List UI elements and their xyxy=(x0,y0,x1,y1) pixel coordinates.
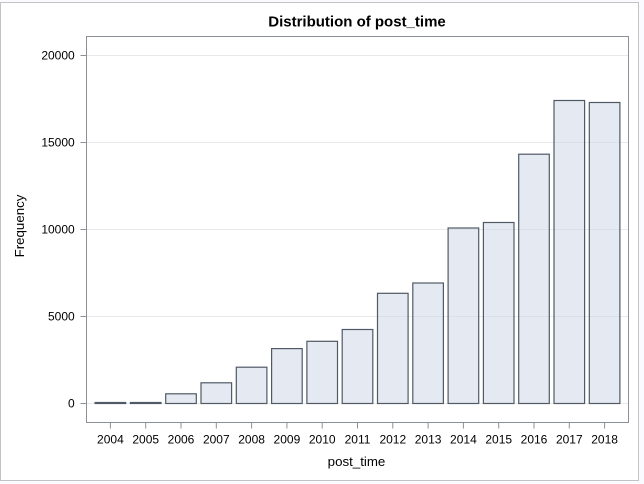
svg-text:2018: 2018 xyxy=(591,433,618,447)
svg-text:2017: 2017 xyxy=(556,433,583,447)
svg-text:2013: 2013 xyxy=(415,433,442,447)
svg-text:2004: 2004 xyxy=(97,433,124,447)
svg-text:2014: 2014 xyxy=(450,433,477,447)
svg-text:2005: 2005 xyxy=(132,433,159,447)
svg-text:post_time: post_time xyxy=(328,454,386,469)
svg-text:2016: 2016 xyxy=(521,433,548,447)
svg-text:2010: 2010 xyxy=(309,433,336,447)
svg-text:2006: 2006 xyxy=(168,433,195,447)
svg-text:2009: 2009 xyxy=(274,433,301,447)
svg-text:2011: 2011 xyxy=(345,433,371,447)
svg-text:2007: 2007 xyxy=(203,433,230,447)
svg-text:2015: 2015 xyxy=(485,433,512,447)
svg-text:0: 0 xyxy=(68,397,75,411)
svg-text:Frequency: Frequency xyxy=(12,194,27,257)
svg-text:2012: 2012 xyxy=(379,433,406,447)
svg-text:10000: 10000 xyxy=(41,223,75,237)
svg-text:5000: 5000 xyxy=(48,310,75,324)
svg-text:20000: 20000 xyxy=(41,49,75,63)
svg-text:2008: 2008 xyxy=(238,433,265,447)
svg-text:15000: 15000 xyxy=(41,136,75,150)
svg-text:Distribution of post_time: Distribution of post_time xyxy=(268,14,446,31)
